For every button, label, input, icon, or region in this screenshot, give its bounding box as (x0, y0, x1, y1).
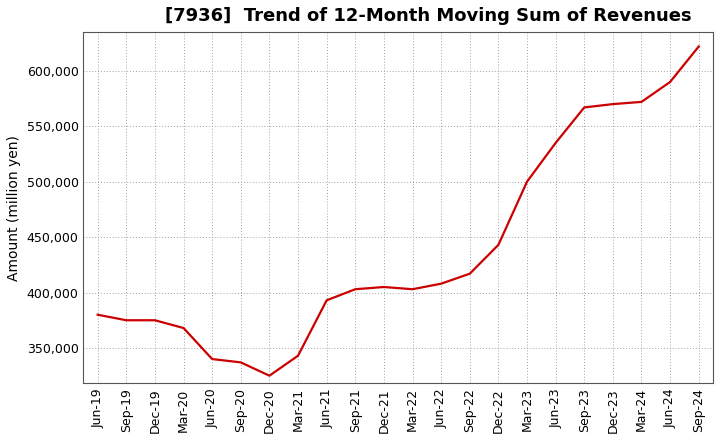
Y-axis label: Amount (million yen): Amount (million yen) (7, 135, 21, 281)
Text: [7936]  Trend of 12-Month Moving Sum of Revenues: [7936] Trend of 12-Month Moving Sum of R… (165, 7, 692, 25)
